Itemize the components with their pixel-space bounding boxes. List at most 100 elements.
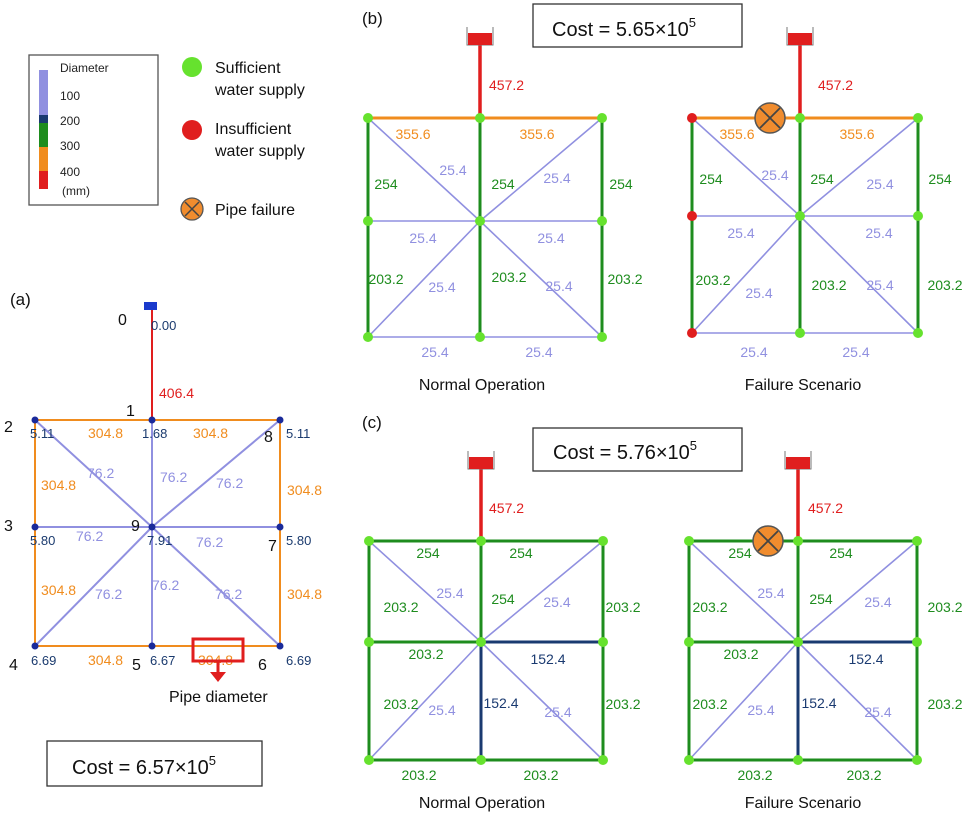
c-normal-pipe-label-d-br: 25.4 — [544, 704, 571, 720]
node-value-0: 0.00 — [151, 318, 176, 333]
legend-tick-400: 400 — [60, 165, 80, 179]
b-failure-node-bl-insufficient — [687, 328, 697, 338]
c-failure-pipe-label-feed: 457.2 — [808, 500, 843, 516]
pipe-d-lower-left — [34, 526, 153, 647]
b-normal-pipe-label-right-lower: 203.2 — [607, 271, 642, 287]
b-failure-pipe-label-d-br: 25.4 — [866, 277, 893, 293]
b-failure-pipe-d-br — [799, 215, 919, 334]
panel-a: (a) — [4, 290, 322, 787]
c-failure-pipe-label-d-br: 25.4 — [864, 704, 891, 720]
pipe-label-left-upper: 304.8 — [41, 477, 76, 493]
pipe-d-lower-right — [151, 526, 281, 647]
node-4 — [31, 642, 39, 650]
c-normal-pipe-label-bottom-right: 203.2 — [523, 767, 558, 783]
b-failure-node-br-sufficient — [913, 328, 923, 338]
c-failure-node-tr-sufficient — [912, 536, 922, 546]
b-failure-pipe-label-top-left: 355.6 — [719, 126, 754, 142]
panel-a-tag: (a) — [10, 290, 31, 309]
node-value-7: 5.80 — [286, 533, 311, 548]
b-normal-pipe-label-top-left: 355.6 — [395, 126, 430, 142]
c-normal-pipe-label-bottom-left: 203.2 — [401, 767, 436, 783]
b-normal-pipe-d-tl — [367, 117, 481, 222]
c-failure-pipe-failure-icon — [752, 525, 784, 557]
legend-colorbar-150 — [39, 115, 48, 123]
b-normal-pipe-label-left-lower: 203.2 — [368, 271, 403, 287]
c-failure-node-bl-sufficient — [684, 755, 694, 765]
c-normal-pipe-label-top-right: 254 — [509, 545, 533, 561]
c-normal-pipe-label-d-tl: 25.4 — [436, 585, 463, 601]
c-failure-node-bc-sufficient — [793, 755, 803, 765]
b-normal-pipe-label-v-lower: 203.2 — [491, 269, 526, 285]
legend-colorbar-100 — [39, 70, 48, 115]
b-normal-node-tr-sufficient — [597, 113, 607, 123]
node-8 — [276, 416, 284, 424]
c-normal-pipe-d-bl — [368, 641, 482, 761]
b-normal-node-mc-sufficient — [475, 216, 485, 226]
b-normal-pipe-label-feed: 457.2 — [489, 77, 524, 93]
c-failure-node-tl-sufficient — [684, 536, 694, 546]
pipe-d-upper-right — [151, 419, 281, 528]
b-normal-node-br-sufficient — [597, 332, 607, 342]
c-normal-pipe-label-right-lower: 203.2 — [605, 696, 640, 712]
b-failure-node-ml-insufficient — [687, 211, 697, 221]
b-failure-node-mr-sufficient — [913, 211, 923, 221]
c-normal-node-bl-sufficient — [364, 755, 374, 765]
c-failure-pipe-d-tr — [797, 540, 918, 643]
pipe-label-top-left: 304.8 — [88, 425, 123, 441]
c-failure-pipe-label-top-left: 254 — [728, 545, 752, 561]
c-normal-node-tc-sufficient — [476, 536, 486, 546]
c-normal-pipe-label-d-tr: 25.4 — [543, 594, 570, 610]
cost-b: Cost = 5.65×105 — [552, 15, 696, 41]
pipe-label-top-right: 304.8 — [193, 425, 228, 441]
c-failure-pipe-label-v-lower: 152.4 — [801, 695, 836, 711]
c-failure-pipe-d-tl — [688, 540, 799, 643]
legend-insufficient-dot — [182, 120, 202, 140]
node-id-4: 4 — [9, 657, 18, 674]
node-value-2: 5.11 — [30, 426, 54, 441]
b-normal-node-bl-sufficient — [363, 332, 373, 342]
c-failure-pipe-label-d-tr: 25.4 — [864, 594, 891, 610]
c-failure-pipe-d-bl — [688, 641, 799, 761]
node-id-3: 3 — [4, 518, 13, 535]
legend-box — [28, 54, 159, 206]
b-failure-pipe-label-top-right: 355.6 — [839, 126, 874, 142]
node-5 — [148, 642, 156, 650]
b-failure-pipe-label-h-right: 25.4 — [865, 225, 892, 241]
pipe-label-right-lower: 304.8 — [287, 586, 322, 602]
node-id-0: 0 — [118, 312, 127, 329]
b-normal-node-mr-sufficient — [597, 216, 607, 226]
pipe-label-feed: 406.4 — [159, 385, 194, 401]
c-normal-pipe-label-feed: 457.2 — [489, 500, 524, 516]
b-normal-pipe-label-bottom-left: 25.4 — [421, 344, 448, 360]
b-normal-network: 457.2 355.6 355.6 254 254 254 25.4 25.4 25.4 25.4… — [363, 27, 643, 360]
b-normal-pipe-label-right-upper: 254 — [609, 176, 633, 192]
legend-tick-100: 100 — [60, 89, 80, 103]
panel-bc-networks: 457.2 355.6 355.6 254 254 254 25.4 25.4 25.4 25.4… — [363, 27, 963, 783]
legend-insufficient-line2: water supply — [214, 143, 305, 160]
c-normal-node-bc-sufficient — [476, 755, 486, 765]
cost-box-c — [532, 427, 743, 472]
node-id-1: 1 — [126, 403, 135, 420]
legend-sufficient-line1: Sufficient — [215, 60, 281, 77]
b-failure-pipe-label-v-lower: 203.2 — [811, 277, 846, 293]
internal-pipes — [34, 419, 281, 647]
b-normal-node-ml-sufficient — [363, 216, 373, 226]
b-normal-pipe-label-h-left: 25.4 — [409, 230, 436, 246]
b-normal-pipe-label-h-right: 25.4 — [537, 230, 564, 246]
node-6 — [276, 642, 284, 650]
c-normal-node-tr-sufficient — [598, 536, 608, 546]
node-id-5: 5 — [132, 657, 141, 674]
c-failure-pipe-label-top-right: 254 — [829, 545, 853, 561]
b-normal-pipe-d-bl — [367, 220, 481, 338]
legend-failure-label: Pipe failure — [215, 202, 295, 219]
cost-a: Cost = 6.57×105 — [72, 753, 216, 779]
b-failure-network: 457.2 355.6 355.6 254 254 254 25.4 25.4 25.4 25.4… — [687, 27, 963, 360]
b-normal-pipe-label-top-right: 355.6 — [519, 126, 554, 142]
c-normal-node-mc-sufficient — [476, 637, 486, 647]
caption-b-failure: Failure Scenario — [745, 377, 862, 394]
legend: Diameter 100 200 300 400 (mm) Sufficient… — [28, 54, 305, 221]
legend-unit: (mm) — [62, 184, 90, 198]
b-failure-node-mc-sufficient — [795, 211, 805, 221]
c-normal-pipe-d-tr — [480, 540, 604, 643]
